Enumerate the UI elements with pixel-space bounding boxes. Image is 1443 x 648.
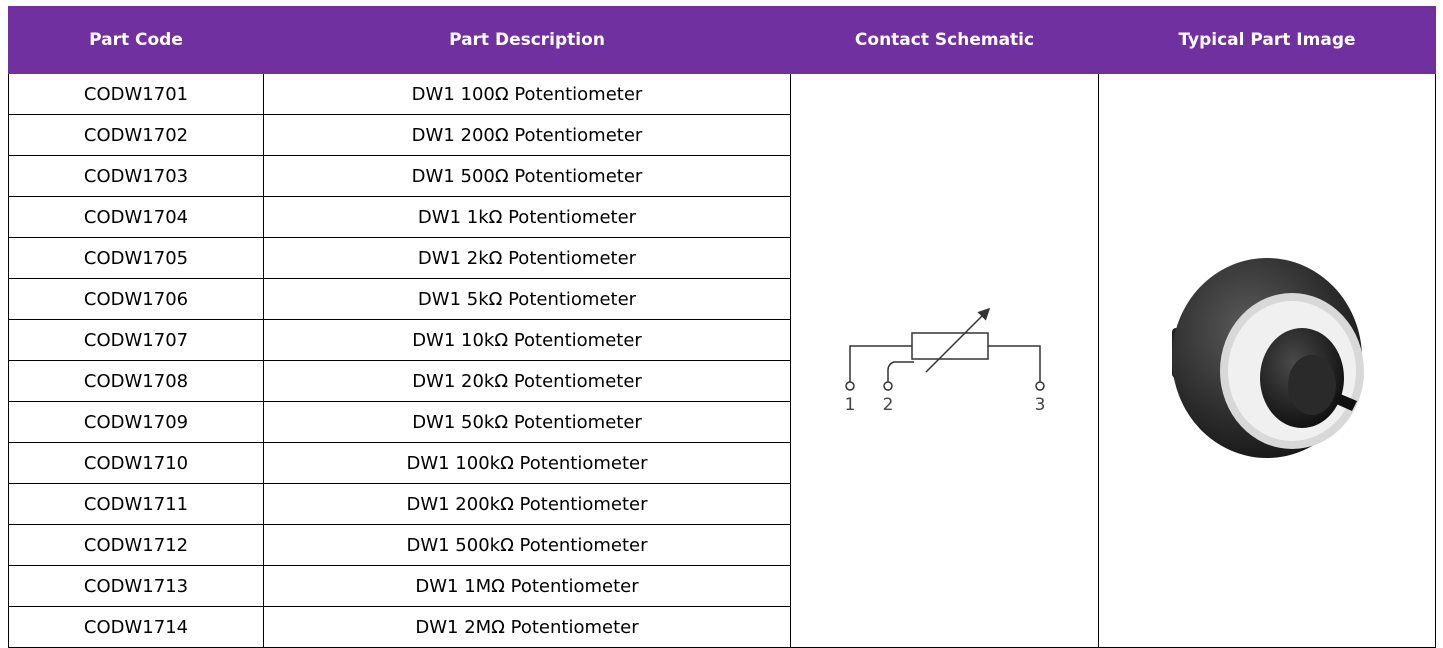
- part-description: DW1 500kΩ Potentiometer: [263, 524, 791, 566]
- table-row: CODW1710 DW1 100kΩ Potentiometer: [8, 442, 1436, 484]
- table-row: CODW1709 DW1 50kΩ Potentiometer: [8, 401, 1436, 443]
- part-code: CODW1705: [8, 237, 264, 279]
- part-description: DW1 1MΩ Potentiometer: [263, 565, 791, 607]
- part-description: DW1 5kΩ Potentiometer: [263, 278, 791, 320]
- part-code: CODW1702: [8, 114, 264, 156]
- table-row: CODW1707 DW1 10kΩ Potentiometer: [8, 319, 1436, 361]
- table-row: CODW1705 DW1 2kΩ Potentiometer: [8, 237, 1436, 279]
- terminal-label: 1: [844, 395, 855, 415]
- terminal-label: 2: [882, 395, 893, 415]
- part-image: [1172, 258, 1364, 458]
- table-row: CODW1701 DW1 100Ω Potentiometer 1 2 3: [8, 73, 1436, 648]
- part-code: CODW1710: [8, 442, 264, 484]
- part-description: DW1 50kΩ Potentiometer: [263, 401, 791, 443]
- column-header: Typical Part Image: [1098, 6, 1436, 74]
- part-description: DW1 20kΩ Potentiometer: [263, 360, 791, 402]
- part-image-cell: [1098, 73, 1436, 648]
- contact-schematic: 1 2 3: [844, 307, 1045, 415]
- part-description: DW1 500Ω Potentiometer: [263, 155, 791, 197]
- column-header: Contact Schematic: [790, 6, 1099, 74]
- part-code: CODW1707: [8, 319, 264, 361]
- table-row: CODW1714 DW1 2MΩ Potentiometer: [8, 606, 1436, 648]
- table-row: CODW1706 DW1 5kΩ Potentiometer: [8, 278, 1436, 320]
- part-code: CODW1711: [8, 483, 264, 525]
- part-code: CODW1709: [8, 401, 264, 443]
- part-description: DW1 2kΩ Potentiometer: [263, 237, 791, 279]
- header-row: Part Code Part Description Contact Schemat…: [8, 6, 1436, 74]
- column-header: Part Description: [263, 6, 791, 74]
- terminal-label: 3: [1034, 395, 1045, 415]
- part-code: CODW1704: [8, 196, 264, 238]
- part-description: DW1 1kΩ Potentiometer: [263, 196, 791, 238]
- part-description: DW1 200Ω Potentiometer: [263, 114, 791, 156]
- schematic-cell: 1 2 3: [790, 73, 1099, 648]
- schematic-lines: [844, 307, 1045, 391]
- part-code: CODW1706: [8, 278, 264, 320]
- column-header: Part Code: [8, 6, 264, 74]
- part-description: DW1 100Ω Potentiometer: [263, 73, 791, 115]
- table-row: CODW1702 DW1 200Ω Potentiometer: [8, 114, 1436, 156]
- part-code: CODW1703: [8, 155, 264, 197]
- part-description: DW1 2MΩ Potentiometer: [263, 606, 791, 648]
- part-description: DW1 10kΩ Potentiometer: [263, 319, 791, 361]
- table-row: CODW1703 DW1 500Ω Potentiometer: [8, 155, 1436, 197]
- part-code: CODW1714: [8, 606, 264, 648]
- part-code: CODW1713: [8, 565, 264, 607]
- part-description: DW1 100kΩ Potentiometer: [263, 442, 791, 484]
- part-code: CODW1708: [8, 360, 264, 402]
- part-code: CODW1701: [8, 73, 264, 115]
- parts-table: Part Code Part Description Contact Schemat…: [8, 6, 1436, 648]
- part-code: CODW1712: [8, 524, 264, 566]
- table-row: CODW1708 DW1 20kΩ Potentiometer: [8, 360, 1436, 402]
- table-body: CODW1701 DW1 100Ω Potentiometer 1 2 3 CODW170…: [8, 73, 1436, 648]
- part-description: DW1 200kΩ Potentiometer: [263, 483, 791, 525]
- table-row: CODW1704 DW1 1kΩ Potentiometer: [8, 196, 1436, 238]
